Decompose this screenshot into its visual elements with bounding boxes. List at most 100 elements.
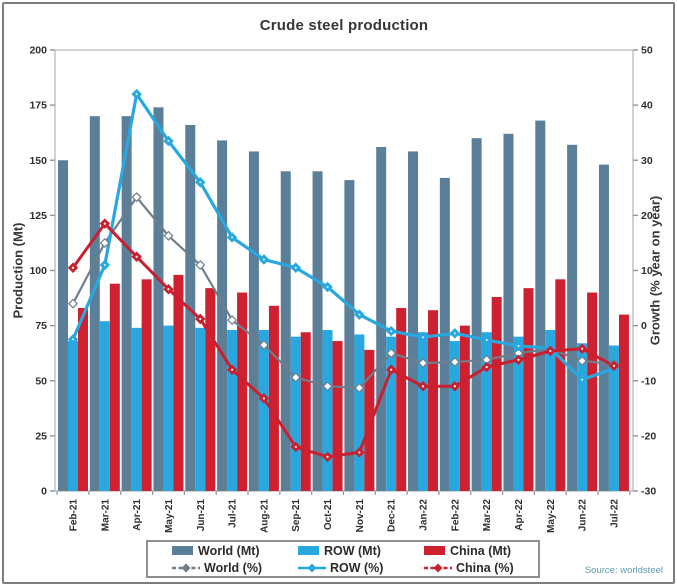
marker-row-pct-dot bbox=[231, 236, 234, 239]
marker-china-pct-dot bbox=[199, 317, 202, 321]
left-tick-label: 175 bbox=[29, 100, 47, 112]
bar-row-mt- bbox=[258, 330, 269, 491]
marker-world-pct bbox=[67, 298, 79, 309]
legend-label: ROW (Mt) bbox=[324, 543, 381, 558]
right-tick-label: 0 bbox=[641, 320, 647, 332]
right-tick-label: -20 bbox=[641, 430, 656, 442]
bar-row-mt- bbox=[354, 334, 365, 491]
x-category-label: Nov-21 bbox=[355, 499, 366, 533]
marker-row-pct-dot bbox=[135, 93, 138, 96]
marker-china-pct-dot bbox=[103, 222, 106, 225]
marker-world-pct bbox=[577, 355, 588, 366]
x-category-label: Apr-22 bbox=[514, 499, 525, 531]
legend-label: China (Mt) bbox=[450, 543, 512, 558]
bar-world-mt- bbox=[121, 116, 132, 492]
x-category-label: Jun-21 bbox=[196, 499, 207, 532]
bar-china-mt- bbox=[332, 341, 343, 491]
bar-china-mt- bbox=[78, 307, 88, 491]
marker-row-pct-dot bbox=[390, 330, 393, 333]
bar-row-mt- bbox=[545, 330, 556, 491]
marker-row-pct-dot bbox=[72, 338, 74, 341]
bar-row-mt- bbox=[131, 327, 142, 491]
bar-row-mt- bbox=[513, 336, 524, 491]
bar-china-mt- bbox=[459, 325, 470, 491]
marker-world-pct bbox=[449, 356, 460, 368]
bar-world-mt- bbox=[598, 164, 609, 491]
bar-world-mt- bbox=[248, 151, 259, 491]
bar-row-mt- bbox=[322, 330, 333, 491]
left-tick-label: 200 bbox=[29, 45, 47, 57]
line-world- bbox=[72, 196, 615, 389]
x-category-label: Dec-21 bbox=[387, 499, 398, 532]
line-row- bbox=[71, 92, 615, 382]
bar-china-mt- bbox=[523, 288, 534, 491]
bar-row-mt- bbox=[99, 321, 110, 491]
right-tick-label: -10 bbox=[641, 375, 656, 387]
marker-row-pct-dot bbox=[422, 336, 425, 339]
bar-world-mt- bbox=[471, 138, 482, 491]
bar-world-mt- bbox=[153, 107, 164, 491]
x-category-label: Feb-22 bbox=[450, 499, 461, 532]
bar-world-mt- bbox=[280, 171, 291, 491]
left-tick-label: 25 bbox=[35, 430, 47, 442]
bar-row-mt- bbox=[227, 330, 238, 491]
marker-china-pct-dot bbox=[581, 347, 584, 350]
left-tick-label: 50 bbox=[35, 375, 47, 387]
marker-china-pct-dot bbox=[262, 397, 266, 400]
marker-china-pct-dot bbox=[326, 455, 329, 458]
x-category-label: Jan-22 bbox=[419, 499, 430, 531]
marker-row-pct-dot bbox=[581, 378, 584, 381]
right-tick-label: 50 bbox=[641, 45, 653, 57]
marker-row-pct-dot bbox=[262, 258, 265, 261]
marker-row-pct-dot bbox=[453, 332, 456, 335]
x-category-label: Oct-21 bbox=[323, 499, 334, 531]
left-tick-label: 0 bbox=[41, 486, 47, 498]
marker-china-pct-dot bbox=[421, 385, 425, 388]
legend-item-row-mt-: ROW (Mt) bbox=[280, 544, 406, 558]
x-category-label: Jul-22 bbox=[609, 499, 620, 528]
marker-world-pct bbox=[386, 348, 397, 359]
marker-china-pct-dot bbox=[390, 368, 393, 371]
bar-china-mt- bbox=[300, 332, 311, 491]
bar-china-mt- bbox=[141, 279, 152, 491]
legend-label: World (Mt) bbox=[198, 543, 260, 558]
right-tick-label: 40 bbox=[641, 100, 653, 112]
right-tick-label: 20 bbox=[641, 210, 653, 222]
marker-china-pct-dot bbox=[612, 364, 616, 367]
x-category-label: May-21 bbox=[164, 499, 175, 533]
x-category-label: Apr-21 bbox=[132, 499, 143, 531]
bar-world-mt- bbox=[312, 171, 323, 491]
marker-world-pct bbox=[195, 259, 206, 271]
chart-title: Crude steel production bbox=[259, 17, 429, 34]
bar-china-mt- bbox=[618, 314, 629, 491]
marker-row-pct-dot bbox=[326, 286, 329, 289]
marker-row-pct-dot bbox=[485, 338, 488, 341]
marker-row-pct-dot bbox=[294, 266, 297, 269]
right-tick-label: -30 bbox=[641, 486, 656, 498]
legend-line-marker-icon bbox=[172, 563, 200, 572]
source-note: Source: worldsteel bbox=[584, 565, 663, 576]
bar-china-mt- bbox=[555, 279, 566, 491]
bar-world-mt- bbox=[503, 133, 514, 492]
bar-china-mt- bbox=[237, 292, 248, 491]
left-tick-label: 75 bbox=[35, 320, 47, 332]
bar-world-mt- bbox=[408, 151, 419, 491]
bar-china-mt- bbox=[396, 307, 407, 491]
legend-item-row-: ROW (%) bbox=[280, 561, 406, 575]
right-tick-label: 30 bbox=[641, 155, 653, 167]
marker-china-pct-dot bbox=[485, 365, 488, 369]
legend-item-china-: China (%) bbox=[406, 561, 532, 575]
legend-item-world-: World (%) bbox=[154, 561, 280, 575]
x-category-label: Aug-21 bbox=[259, 499, 270, 533]
bar-row-mt- bbox=[68, 341, 78, 491]
marker-row-pct-dot bbox=[358, 313, 361, 316]
marker-china-pct-dot bbox=[231, 368, 234, 371]
bar-row-mt- bbox=[608, 345, 619, 491]
bar-china-mt- bbox=[173, 274, 184, 491]
bar-china-mt- bbox=[587, 292, 598, 491]
bar-world-mt- bbox=[376, 147, 387, 491]
bar-china-mt- bbox=[428, 310, 439, 491]
right-axis-title: Growth (% year on year) bbox=[647, 195, 663, 346]
marker-china-pct-dot bbox=[294, 445, 297, 448]
